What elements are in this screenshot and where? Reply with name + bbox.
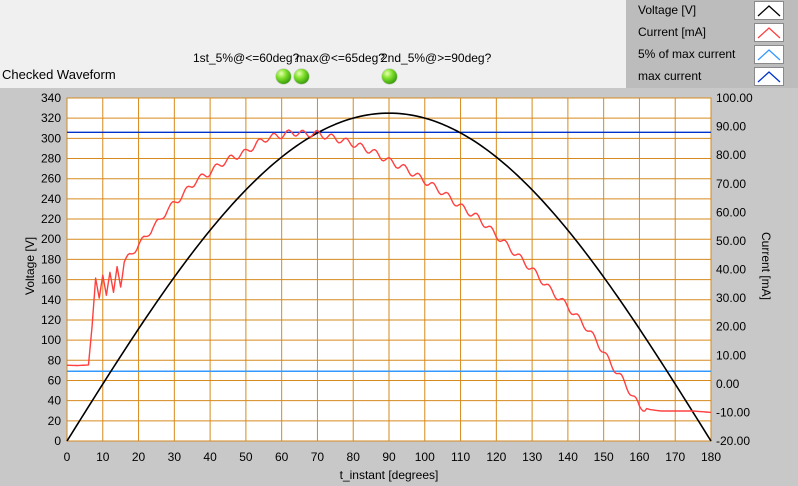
x-tick-label: 10 <box>96 450 110 464</box>
x-tick-label: 160 <box>629 450 649 464</box>
y-tick-label: 140 <box>41 293 61 307</box>
legend-swatch-icon <box>754 67 784 86</box>
y-tick-label: 200 <box>41 232 61 246</box>
x-tick-label: 170 <box>665 450 685 464</box>
y-axis-label: Voltage [V] <box>23 237 37 295</box>
x-tick-label: 120 <box>486 450 506 464</box>
led-label-first-5pct: 1st_5%@<=60deg? <box>193 51 300 65</box>
x-tick-label: 90 <box>382 450 396 464</box>
led-label-max: max@<=65deg? <box>296 51 385 65</box>
legend-label: Voltage [V] <box>638 3 697 17</box>
legend-item-current[interactable]: Current [mA] <box>626 22 798 44</box>
x-tick-label: 180 <box>701 450 721 464</box>
y2-tick-label: -10.00 <box>716 405 750 419</box>
grid-lines <box>66 97 712 442</box>
y-tick-label: 80 <box>48 353 62 367</box>
legend-swatch-icon <box>754 45 784 64</box>
y-tick-label: 280 <box>41 152 61 166</box>
x-tick-label: 140 <box>558 450 578 464</box>
x-axis-label: t_instant [degrees] <box>340 468 439 482</box>
x-tick-label: 70 <box>311 450 325 464</box>
legend-swatch-icon <box>754 23 784 42</box>
x-tick-label: 100 <box>415 450 435 464</box>
led-label-second-5pct: 2nd_5%@>=90deg? <box>381 51 492 65</box>
led-second-5pct-indicator[interactable] <box>382 69 397 84</box>
y2-tick-label: 50.00 <box>716 234 746 248</box>
y2-tick-label: 90.00 <box>716 120 746 134</box>
legend-item-voltage[interactable]: Voltage [V] <box>626 0 798 22</box>
y-tick-label: 160 <box>41 273 61 287</box>
x-tick-label: 130 <box>522 450 542 464</box>
legend-swatch-icon <box>754 1 784 20</box>
plot-legend[interactable]: Voltage [V] Current [mA] 5% of max curre… <box>626 0 798 88</box>
y2-tick-label: 70.00 <box>716 177 746 191</box>
y-tick-label: 260 <box>41 172 61 186</box>
y-tick-label: 100 <box>41 333 61 347</box>
x-tick-label: 110 <box>451 450 470 464</box>
voltage-v-line <box>66 112 712 442</box>
y2-axis-label: Current [mA] <box>759 232 773 300</box>
x-tick-label: 40 <box>203 450 217 464</box>
y-tick-label: 220 <box>41 212 61 226</box>
y-tick-label: 320 <box>41 111 61 125</box>
y-tick-label: 180 <box>41 252 61 266</box>
y-tick-label: 340 <box>41 91 61 105</box>
tick-labels: 0 10 20 30 40 50 60 70 80 90 100 110 120 130 140 150 160… <box>41 91 753 464</box>
led-max-indicator[interactable] <box>294 69 309 84</box>
legend-label: 5% of max current <box>638 47 736 61</box>
legend-item-max[interactable]: max current <box>626 66 798 88</box>
y2-tick-label: 60.00 <box>716 205 746 219</box>
x-tick-label: 150 <box>594 450 614 464</box>
y2-tick-label: 10.00 <box>716 348 746 362</box>
y2-tick-label: -20.00 <box>716 434 750 448</box>
x-tick-label: 50 <box>239 450 253 464</box>
y2-tick-label: 40.00 <box>716 263 746 277</box>
x-tick-label: 60 <box>275 450 289 464</box>
current-ma-line <box>66 129 712 414</box>
led-first-5pct-indicator[interactable] <box>276 69 291 84</box>
x-tick-label: 80 <box>347 450 361 464</box>
series-lines <box>66 112 712 442</box>
y2-tick-label: 80.00 <box>716 148 746 162</box>
x-tick-label: 0 <box>64 450 71 464</box>
y-tick-label: 120 <box>41 313 61 327</box>
y-tick-label: 40 <box>48 394 62 408</box>
y-tick-label: 60 <box>48 373 62 387</box>
y2-tick-label: 100.00 <box>716 91 753 105</box>
y2-tick-label: 0.00 <box>716 377 740 391</box>
y2-tick-label: 30.00 <box>716 291 746 305</box>
y-tick-label: 20 <box>48 414 62 428</box>
y2-tick-label: 20.00 <box>716 320 746 334</box>
x-tick-label: 20 <box>132 450 146 464</box>
y-tick-label: 240 <box>41 192 61 206</box>
graph-title: Checked Waveform <box>2 67 116 82</box>
legend-label: Current [mA] <box>638 25 707 39</box>
legend-label: max current <box>638 69 702 83</box>
legend-item-5pct[interactable]: 5% of max current <box>626 44 798 66</box>
x-tick-label: 30 <box>168 450 182 464</box>
y-tick-label: 300 <box>41 131 61 145</box>
y-tick-label: 0 <box>54 434 61 448</box>
